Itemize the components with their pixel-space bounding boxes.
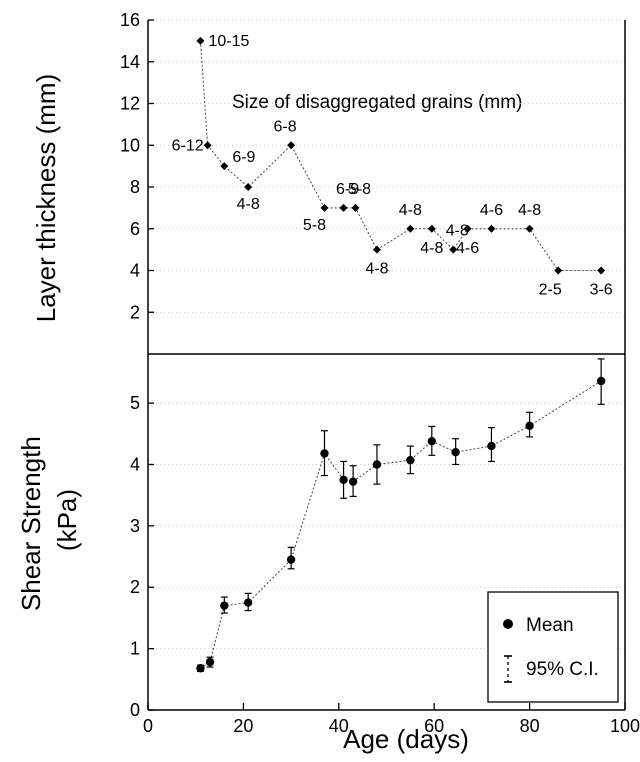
thickness-point bbox=[339, 203, 348, 212]
grain-size-label: 5-8 bbox=[303, 217, 326, 234]
shear-y-tick-label: 3 bbox=[130, 516, 140, 536]
shear-ylabel: Shear Strength (kPa) bbox=[16, 429, 82, 611]
thickness-series bbox=[196, 36, 606, 275]
grain-size-label: 4-8 bbox=[446, 223, 469, 240]
thickness-ylabel: Layer thickness (mm) bbox=[31, 74, 61, 323]
grain-size-label: 6-8 bbox=[274, 118, 297, 135]
thickness-point bbox=[203, 141, 212, 150]
grain-size-label: 4-8 bbox=[365, 261, 388, 278]
shear-mean-point bbox=[427, 436, 437, 446]
shear-mean-point bbox=[525, 421, 534, 431]
shear-mean-point bbox=[487, 441, 496, 451]
shear-line bbox=[200, 380, 602, 669]
thickness-axes: 2 4 6 8 10 12 14 16 bbox=[120, 10, 626, 354]
grain-size-label: 4-8 bbox=[399, 202, 422, 219]
shear-mean-point bbox=[220, 601, 229, 610]
thickness-y-tick-label: 16 bbox=[120, 10, 140, 30]
thickness-point bbox=[351, 203, 360, 212]
legend-mean-marker bbox=[503, 619, 513, 629]
thickness-y-tick-label: 2 bbox=[130, 302, 140, 322]
thickness-y-tick-label: 10 bbox=[120, 135, 140, 155]
shear-y-tick-label: 5 bbox=[130, 393, 140, 413]
shear-mean-point bbox=[596, 376, 606, 386]
thickness-point bbox=[597, 266, 606, 275]
thickness-point bbox=[487, 224, 496, 233]
x-tick-label: 0 bbox=[143, 716, 153, 736]
shear-y-tick-label: 2 bbox=[130, 577, 140, 597]
legend-ci-label: 95% C.I. bbox=[526, 659, 599, 680]
grain-size-label: 4-8 bbox=[237, 196, 260, 213]
thickness-y-tick-label: 4 bbox=[130, 261, 140, 281]
shear-y-tick-label: 4 bbox=[130, 454, 140, 474]
x-tick-label: 80 bbox=[520, 716, 540, 736]
shear-series bbox=[196, 358, 606, 673]
shear-mean-point bbox=[348, 477, 358, 486]
thickness-y-tick-label: 14 bbox=[120, 52, 140, 72]
shear-y-tick-label: 1 bbox=[130, 639, 140, 659]
shear-mean-point bbox=[196, 664, 205, 673]
grain-size-label: 4-8 bbox=[518, 202, 541, 219]
thickness-line bbox=[199, 40, 602, 271]
shear-mean-point bbox=[406, 455, 415, 465]
shear-mean-point bbox=[286, 555, 296, 564]
x-tick-label: 20 bbox=[233, 716, 253, 736]
thickness-point bbox=[406, 224, 415, 233]
thickness-point bbox=[525, 224, 534, 233]
thickness-point bbox=[372, 245, 381, 254]
thickness-point bbox=[463, 224, 472, 233]
shear-mean-point bbox=[339, 475, 348, 485]
shear-mean-point bbox=[372, 460, 382, 469]
thickness-point bbox=[554, 266, 563, 275]
shear-axes: 0 1 2 3 4 5 0 20 40 60 80 100 bbox=[130, 353, 640, 736]
grain-size-label: 6-9 bbox=[336, 181, 359, 198]
x-tick-label: 40 bbox=[329, 716, 349, 736]
grain-size-label: 4-6 bbox=[480, 202, 503, 219]
grain-size-labels: 10-156-126-94-86-85-86-95-84-84-84-84-84… bbox=[172, 33, 613, 299]
x-tick-label: 100 bbox=[610, 716, 640, 736]
thickness-y-tick-label: 12 bbox=[120, 94, 140, 114]
shear-ylabel-line2: (kPa) bbox=[52, 489, 82, 551]
shear-ylabel-line1: Shear Strength bbox=[16, 436, 46, 611]
thickness-point bbox=[244, 183, 253, 191]
x-tick-label: 60 bbox=[424, 716, 444, 736]
thickness-point bbox=[287, 141, 296, 150]
legend-mean-label: Mean bbox=[526, 615, 574, 636]
grain-size-label: 4-6 bbox=[456, 240, 479, 257]
grain-size-label: 10-15 bbox=[208, 33, 249, 50]
shear-mean-point bbox=[451, 448, 460, 457]
grain-size-label: 5-8 bbox=[348, 181, 371, 198]
thickness-y-tick-label: 8 bbox=[130, 177, 140, 197]
grain-size-annotation: Size of disaggregated grains (mm) bbox=[232, 92, 522, 113]
grain-size-label: 6-9 bbox=[232, 149, 255, 166]
grain-size-label: 3-6 bbox=[590, 282, 613, 299]
grain-size-label: 2-5 bbox=[539, 282, 562, 299]
legend: Mean 95% C.I. bbox=[487, 591, 619, 703]
grain-size-label: 4-8 bbox=[420, 240, 443, 257]
grain-size-label: 6-12 bbox=[172, 137, 204, 154]
shear-mean-point bbox=[320, 449, 329, 458]
thickness-panel: Layer thickness (mm) Size of disaggregat… bbox=[31, 10, 626, 354]
shear-mean-point bbox=[205, 657, 215, 667]
thickness-point bbox=[220, 162, 229, 171]
thickness-point bbox=[196, 36, 205, 45]
thickness-point bbox=[427, 224, 436, 233]
thickness-point bbox=[320, 203, 329, 212]
thickness-point bbox=[449, 245, 458, 254]
shear-mean-point bbox=[243, 598, 253, 607]
x-axis-label: Age (days) bbox=[343, 724, 469, 754]
legend-box bbox=[487, 591, 619, 703]
thickness-y-tick-label: 6 bbox=[130, 219, 140, 239]
shear-y-tick-label: 0 bbox=[130, 700, 140, 720]
